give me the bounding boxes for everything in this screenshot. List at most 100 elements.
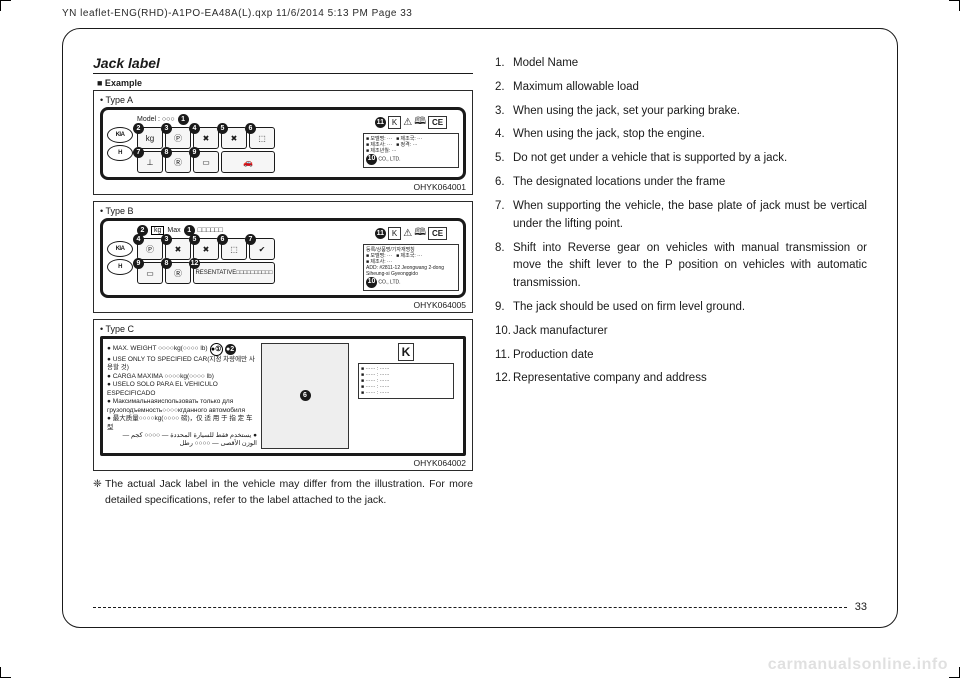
picto-vert-icon: 7⊥ [137, 151, 163, 173]
list-item: 11.Production date [495, 347, 867, 365]
list-text: Maximum allowable load [513, 79, 867, 97]
list-item: 8.Shift into Reverse gear on vehicles wi… [495, 240, 867, 293]
code-b: OHYK064005 [414, 300, 466, 310]
list-item: 9.The jack should be used on firm level … [495, 299, 867, 317]
label-box-type-a: • Type A KIA H Model : ○○○ 1 2kg 3Ⓟ [93, 90, 473, 195]
watermark: carmanualsonline.info [768, 656, 948, 674]
list-text: Production date [513, 347, 867, 365]
picto-grid-b: 4Ⓟ 3✖ 5✖ 6⬚ 7✔ 9▭ 8Ⓡ 12 RESENTATIVE □□□□… [137, 238, 359, 284]
book-icon: 🕮 [414, 114, 426, 131]
bubble-10-icon: 10 [366, 277, 377, 288]
list-number: 2. [495, 79, 513, 97]
kc-mark-icon: K [388, 227, 401, 240]
type-c-text-block: MAX. WEIGHT ○○○○kg(○○○○ lb) ① 2 USE ONLY… [107, 343, 257, 449]
bubble-10-icon: 10 [366, 154, 377, 165]
picto-shift-icon: 8Ⓡ [165, 151, 191, 173]
crop-mark [949, 667, 960, 678]
c-line5: Максимальнаяиспользовать только для груз… [107, 398, 257, 415]
rep-row: 12 RESENTATIVE □□□□□□□□□□ [193, 262, 275, 284]
crop-mark [949, 0, 960, 11]
picto-r-icon: 8Ⓡ [165, 262, 191, 284]
hyundai-logo-icon: H [107, 145, 133, 161]
list-item: 3.When using the jack, set your parking … [495, 103, 867, 121]
picto-under-icon: 5✖ [193, 238, 219, 260]
c-line1: MAX. WEIGHT ○○○○kg(○○○○ lb) [107, 345, 208, 353]
picto-frame-icon: 6⬚ [221, 238, 247, 260]
list-number: 10. [495, 323, 513, 341]
crop-mark [0, 667, 11, 678]
label-c-inner: MAX. WEIGHT ○○○○kg(○○○○ lb) ① 2 USE ONLY… [100, 336, 466, 456]
kc-mark-icon: K [398, 343, 415, 361]
label-b-right: 11 K ⚠ 🕮 CE 등록/상품명/기자재명칭 ■ 모델명: ··· ■ 제조… [363, 225, 459, 291]
page-number: 33 [847, 601, 867, 613]
footnote-symbol: ❈ [93, 477, 105, 509]
bubble-11-icon: 11 [375, 117, 386, 128]
c-line6: 最大质量○○○○kg(○○○○ 磅)，仅 适 用 于 指 定 车 型 [107, 415, 257, 432]
coltd-text: CO., LTD. [378, 156, 400, 162]
footer-dashed-line [93, 607, 847, 608]
picto-under-icon: 5✖ [221, 127, 247, 149]
list-item: 5.Do not get under a vehicle that is sup… [495, 150, 867, 168]
list-item: 6.The designated locations under the fra… [495, 174, 867, 192]
brand-stack: KIA H [107, 114, 133, 173]
cert-row-b: 11 K ⚠ 🕮 CE [375, 225, 447, 242]
hyundai-logo-icon: H [107, 259, 133, 275]
footnote-text: The actual Jack label in the vehicle may… [105, 477, 473, 509]
list-text: When using the jack, stop the engine. [513, 126, 867, 144]
list-item: 4.When using the jack, stop the engine. [495, 126, 867, 144]
example-tag: ■ Example [97, 78, 473, 88]
korean-info-box-b: 등록/상품명/기자재명칭 ■ 모델명: ··· ■ 제조국: ··· ■ 제조사… [363, 244, 459, 291]
bubble-1-icon: 1 [178, 114, 189, 125]
list-number: 3. [495, 103, 513, 121]
picto-engine-icon: 3✖ [165, 238, 191, 260]
left-column: Jack label ■ Example • Type A KIA H Mode… [93, 55, 473, 607]
bubble-1-icon: ① [210, 343, 223, 356]
type-a-tag: • Type A [100, 95, 466, 105]
bubble-6-icon: 6 [300, 390, 311, 401]
kia-logo-icon: KIA [107, 241, 133, 257]
list-number: 7. [495, 198, 513, 234]
list-item: 10.Jack manufacturer [495, 323, 867, 341]
korean-info-box: ■ 모델명: ··· ■ 제조국: ··· ■ 제조사: ··· ■ 정격: ·… [363, 133, 459, 168]
label-c-right: K ■ ······ : ······ ■ ······ : ······ ■ … [353, 343, 459, 449]
list-text: Jack manufacturer [513, 323, 867, 341]
section-title: Jack label [93, 55, 473, 74]
list-text: Model Name [513, 55, 867, 73]
label-a-inner: KIA H Model : ○○○ 1 2kg 3Ⓟ 4✖ 5✖ [100, 107, 466, 180]
coltd-text-b: CO., LTD. [378, 279, 400, 285]
list-item: 2.Maximum allowable load [495, 79, 867, 97]
list-text: When supporting the vehicle, the base pl… [513, 198, 867, 234]
c-line3: CARGA MAXIMA ○○○○kg(○○○○ lb) [107, 373, 257, 381]
label-b-inner: KIA H 2 kg Max 1 □□□□□□ 4Ⓟ 3✖ [100, 218, 466, 298]
brand-stack-b: KIA H [107, 225, 133, 291]
ce-mark-icon: CE [428, 116, 447, 129]
picto-vert-icon: 7✔ [249, 238, 275, 260]
ce-mark-icon: CE [428, 227, 447, 240]
footnote: ❈ The actual Jack label in the vehicle m… [93, 477, 473, 509]
picto-ground-icon: 9▭ [193, 151, 219, 173]
content-row: Jack label ■ Example • Type A KIA H Mode… [63, 29, 897, 627]
picto-frame-icon: 6⬚ [249, 127, 275, 149]
crop-mark [0, 0, 11, 11]
type-c-tag: • Type C [100, 324, 466, 334]
cert-row: 11 K ⚠ 🕮 CE [375, 114, 447, 131]
numbered-list: 1.Model Name2.Maximum allowable load3.Wh… [495, 55, 867, 388]
list-number: 1. [495, 55, 513, 73]
list-item: 1.Model Name [495, 55, 867, 73]
book-icon: 🕮 [414, 225, 426, 242]
list-text: Representative company and address [513, 370, 867, 388]
label-box-type-c: • Type C MAX. WEIGHT ○○○○kg(○○○○ lb) ① 2… [93, 319, 473, 471]
max-label: Max [167, 227, 180, 234]
label-a-right: 11 K ⚠ 🕮 CE ■ 모델명: ··· ■ 제조국: ··· ■ 제조사:… [363, 114, 459, 173]
list-number: 8. [495, 240, 513, 293]
picto-engine-icon: 4✖ [193, 127, 219, 149]
car-diagram-icon: 6🚗 [261, 343, 349, 449]
picto-ground-icon: 9▭ [137, 262, 163, 284]
list-text: Do not get under a vehicle that is suppo… [513, 150, 867, 168]
list-number: 4. [495, 126, 513, 144]
list-text: Shift into Reverse gear on vehicles with… [513, 240, 867, 293]
list-text: The designated locations under the frame [513, 174, 867, 192]
list-item: 7.When supporting the vehicle, the base … [495, 198, 867, 234]
c-line2: USE ONLY TO SPECIFIED CAR(지정 차량에만 사용할 것) [107, 356, 257, 373]
picto-car-icon: 🚗 [221, 151, 275, 173]
